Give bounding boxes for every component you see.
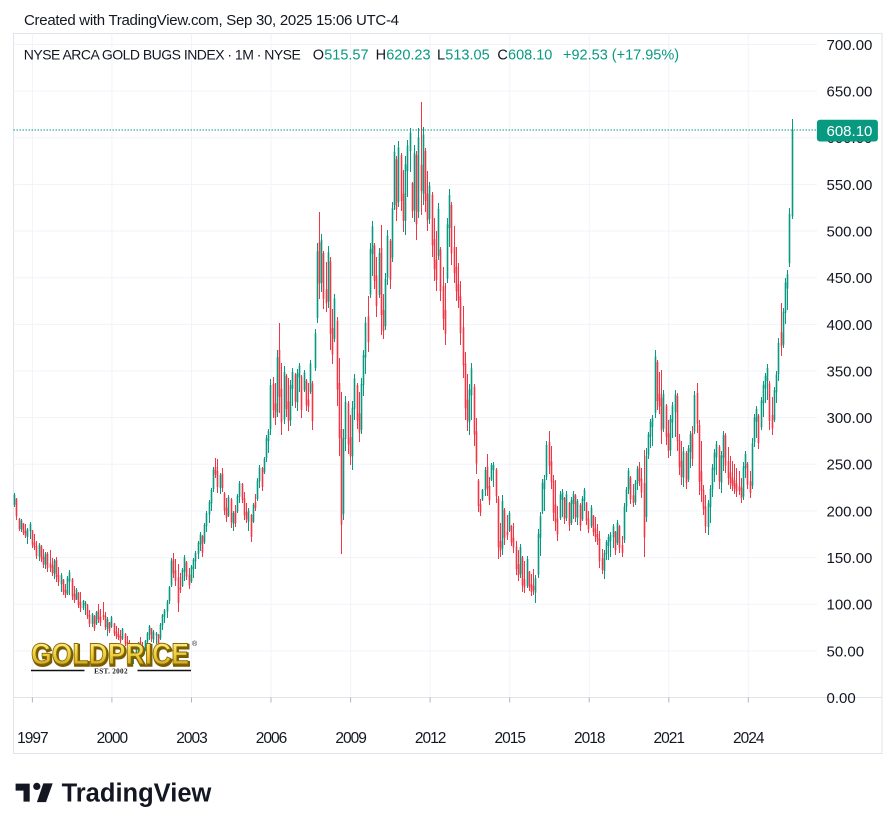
svg-text:350.00: 350.00 xyxy=(827,363,873,380)
svg-text:H: H xyxy=(376,48,386,64)
svg-text:+92.53 (+17.95%): +92.53 (+17.95%) xyxy=(563,48,679,64)
svg-text:1997: 1997 xyxy=(17,730,48,747)
svg-text:2000: 2000 xyxy=(97,730,129,747)
svg-text:NYSE ARCA GOLD BUGS INDEX · 1M: NYSE ARCA GOLD BUGS INDEX · 1M · NYSE xyxy=(24,47,301,63)
svg-text:2003: 2003 xyxy=(176,730,207,747)
svg-text:O: O xyxy=(313,48,324,64)
svg-text:250.00: 250.00 xyxy=(827,457,873,474)
svg-text:GOLDPRICE: GOLDPRICE xyxy=(31,638,189,671)
svg-text:450.00: 450.00 xyxy=(827,270,873,287)
svg-text:2009: 2009 xyxy=(335,730,366,747)
svg-text:200.00: 200.00 xyxy=(827,503,873,520)
svg-text:GOLDPRICE: GOLDPRICE xyxy=(32,639,190,672)
svg-text:2006: 2006 xyxy=(256,730,287,747)
svg-text:L: L xyxy=(437,48,445,64)
svg-text:2024: 2024 xyxy=(733,730,765,747)
svg-text:2021: 2021 xyxy=(654,730,685,747)
svg-text:300.00: 300.00 xyxy=(827,410,873,427)
svg-text:400.00: 400.00 xyxy=(827,317,873,334)
svg-text:608.10: 608.10 xyxy=(827,123,873,140)
svg-text:EST. 2002: EST. 2002 xyxy=(94,668,128,676)
svg-text:TradingView: TradingView xyxy=(62,780,212,808)
svg-text:Created with TradingView.com,: Created with TradingView.com, Sep 30, 20… xyxy=(24,12,399,29)
svg-text:150.00: 150.00 xyxy=(827,550,873,567)
svg-text:700.00: 700.00 xyxy=(827,37,873,54)
svg-text:608.10: 608.10 xyxy=(508,48,552,64)
svg-text:500.00: 500.00 xyxy=(827,224,873,241)
svg-text:650.00: 650.00 xyxy=(827,84,873,101)
svg-text:50.00: 50.00 xyxy=(827,643,865,660)
svg-text:2015: 2015 xyxy=(494,730,525,747)
svg-text:620.23: 620.23 xyxy=(386,48,430,64)
svg-text:C: C xyxy=(497,48,507,64)
svg-text:2018: 2018 xyxy=(574,730,605,747)
svg-text:2012: 2012 xyxy=(415,730,446,747)
svg-text:515.57: 515.57 xyxy=(324,48,368,64)
svg-text:100.00: 100.00 xyxy=(827,597,873,614)
svg-text:®: ® xyxy=(192,640,198,648)
svg-text:550.00: 550.00 xyxy=(827,177,873,194)
svg-text:513.05: 513.05 xyxy=(445,48,489,64)
svg-text:0.00: 0.00 xyxy=(827,690,856,707)
